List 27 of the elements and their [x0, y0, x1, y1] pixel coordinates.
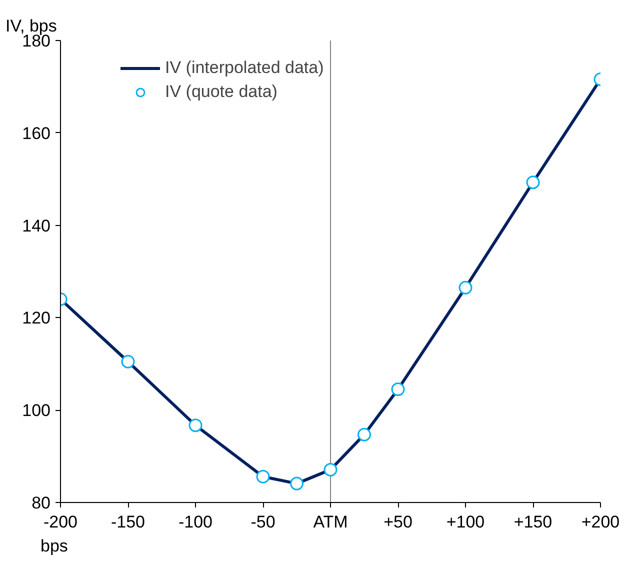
x-tick-label: ATM	[313, 512, 348, 532]
point	[256, 470, 270, 484]
legend-label: IV (quote data)	[165, 82, 278, 102]
y-tick-label: 100	[22, 401, 51, 420]
x-tick-label: -150	[110, 512, 146, 532]
point	[391, 382, 405, 396]
y-axis-title: IV, bps	[6, 16, 57, 36]
x-tick-label: +200	[581, 512, 620, 532]
x-tick-label: +50	[384, 512, 412, 532]
point	[526, 176, 540, 190]
legend-label: IV (interpolated data)	[165, 58, 324, 78]
point	[324, 462, 338, 476]
point	[358, 428, 371, 442]
x-axis-title: bps	[40, 536, 68, 556]
y-tick-label: 120	[22, 308, 51, 328]
x-tick-label: +100	[446, 512, 485, 532]
x-tick-label: +150	[514, 512, 552, 532]
point	[121, 354, 135, 368]
x-tick-label: -100	[178, 512, 213, 532]
point	[188, 418, 202, 432]
point	[290, 476, 304, 490]
x-tick-label: -200	[43, 512, 78, 532]
y-tick-label: 160	[22, 124, 51, 143]
y-tick-label: 140	[22, 216, 51, 236]
point	[458, 280, 472, 294]
x-tick-label: -50	[250, 512, 276, 532]
y-tick-label: 80	[32, 494, 51, 512]
